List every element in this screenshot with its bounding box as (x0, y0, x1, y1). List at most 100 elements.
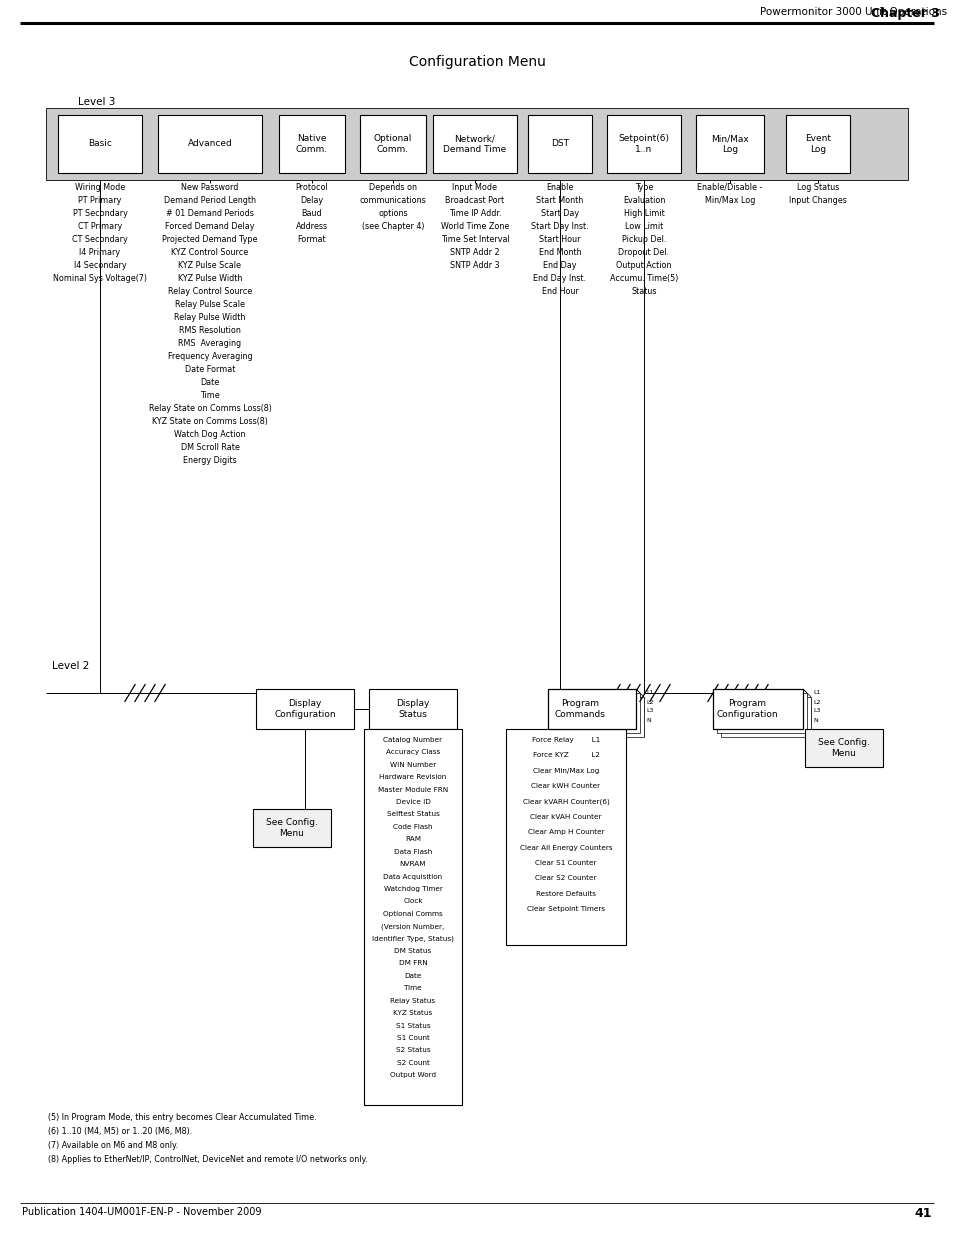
Text: SNTP Addr 3: SNTP Addr 3 (450, 261, 499, 270)
FancyBboxPatch shape (158, 115, 262, 173)
Text: Time Set Interval: Time Set Interval (440, 235, 509, 245)
Text: Broadcast Port: Broadcast Port (445, 196, 504, 205)
Text: communications: communications (359, 196, 426, 205)
Text: DM FRN: DM FRN (398, 961, 427, 967)
Text: Network/
Demand Time: Network/ Demand Time (443, 135, 506, 153)
Text: I4 Primary: I4 Primary (79, 248, 120, 257)
Text: L3: L3 (812, 709, 820, 714)
Text: Clear Amp H Counter: Clear Amp H Counter (527, 830, 603, 835)
Text: Force Relay        L1: Force Relay L1 (532, 737, 599, 743)
Text: Date: Date (200, 378, 219, 387)
Text: Enable: Enable (546, 183, 573, 191)
Text: (6) 1..10 (M4, M5) or 1..20 (M6, M8).: (6) 1..10 (M4, M5) or 1..20 (M6, M8). (48, 1128, 193, 1136)
Text: Data Flash: Data Flash (394, 848, 432, 855)
Text: CT Secondary: CT Secondary (72, 235, 128, 245)
FancyBboxPatch shape (720, 697, 810, 737)
FancyBboxPatch shape (547, 689, 636, 729)
Text: Catalog Number: Catalog Number (383, 737, 442, 743)
Text: WIN Number: WIN Number (390, 762, 436, 768)
Text: Input Mode: Input Mode (452, 183, 497, 191)
Text: RMS Resolution: RMS Resolution (179, 326, 241, 335)
Text: Depends on: Depends on (369, 183, 416, 191)
FancyBboxPatch shape (717, 693, 806, 734)
Text: L3: L3 (645, 709, 653, 714)
Text: (5) In Program Mode, this entry becomes Clear Accumulated Time.: (5) In Program Mode, this entry becomes … (48, 1113, 316, 1123)
Text: Protocol: Protocol (295, 183, 328, 191)
Text: Optional
Comm.: Optional Comm. (374, 135, 412, 153)
Text: Projected Demand Type: Projected Demand Type (162, 235, 257, 245)
Text: (8) Applies to EtherNet/IP, ControlNet, DeviceNet and remote I/O networks only.: (8) Applies to EtherNet/IP, ControlNet, … (48, 1155, 367, 1165)
FancyBboxPatch shape (505, 729, 625, 945)
Text: Level 2: Level 2 (52, 661, 90, 671)
Text: Frequency Averaging: Frequency Averaging (168, 352, 252, 361)
Text: options: options (377, 209, 407, 219)
Text: DM Status: DM Status (394, 948, 431, 953)
Text: Clear kVARH Counter(6): Clear kVARH Counter(6) (522, 799, 609, 805)
Text: Pickup Del.: Pickup Del. (621, 235, 665, 245)
Text: Wiring Mode: Wiring Mode (74, 183, 125, 191)
Text: Log Status: Log Status (796, 183, 839, 191)
FancyBboxPatch shape (255, 689, 354, 729)
Text: Device ID: Device ID (395, 799, 430, 805)
Text: CT Primary: CT Primary (78, 222, 122, 231)
Text: Configuration Menu: Configuration Menu (408, 56, 545, 69)
Text: Address: Address (295, 222, 328, 231)
FancyBboxPatch shape (712, 689, 802, 729)
Text: Forced Demand Delay: Forced Demand Delay (165, 222, 254, 231)
Text: KYZ Pulse Scale: KYZ Pulse Scale (178, 261, 241, 270)
Text: Clear kVAH Counter: Clear kVAH Counter (530, 814, 601, 820)
Text: DST: DST (551, 140, 568, 148)
Text: Clear kWH Counter: Clear kWH Counter (531, 783, 600, 789)
Text: Clear S1 Counter: Clear S1 Counter (535, 860, 597, 866)
FancyBboxPatch shape (804, 729, 882, 767)
Text: Relay Pulse Scale: Relay Pulse Scale (174, 300, 245, 309)
Text: NVRAM: NVRAM (399, 861, 426, 867)
Text: Status: Status (631, 287, 656, 296)
Text: Delay: Delay (300, 196, 323, 205)
Text: S2 Count: S2 Count (396, 1060, 429, 1066)
Text: Restore Defaults: Restore Defaults (536, 890, 596, 897)
FancyBboxPatch shape (46, 107, 907, 180)
FancyBboxPatch shape (364, 729, 461, 1105)
Text: KYZ State on Comms Loss(8): KYZ State on Comms Loss(8) (152, 417, 268, 426)
Text: Energy Digits: Energy Digits (183, 456, 236, 466)
Text: KYZ Control Source: KYZ Control Source (172, 248, 249, 257)
Text: Baud: Baud (301, 209, 322, 219)
Text: Accuracy Class: Accuracy Class (385, 750, 439, 756)
FancyBboxPatch shape (253, 809, 331, 847)
FancyBboxPatch shape (785, 115, 849, 173)
Text: Accumu. Time(5): Accumu. Time(5) (609, 274, 678, 283)
Text: RMS  Averaging: RMS Averaging (178, 338, 241, 348)
Text: End Month: End Month (538, 248, 580, 257)
Text: Low Limit: Low Limit (624, 222, 662, 231)
Text: (7) Available on M6 and M8 only.: (7) Available on M6 and M8 only. (48, 1141, 178, 1150)
Text: Dropout Del.: Dropout Del. (618, 248, 669, 257)
Text: Level 3: Level 3 (78, 98, 115, 107)
Text: Clear Min/Max Log: Clear Min/Max Log (533, 768, 598, 774)
Text: Powermonitor 3000 Unit Operations: Powermonitor 3000 Unit Operations (760, 7, 946, 17)
Text: World Time Zone: World Time Zone (440, 222, 509, 231)
Text: Watch Dog Action: Watch Dog Action (174, 430, 246, 438)
Text: I4 Secondary: I4 Secondary (73, 261, 126, 270)
FancyBboxPatch shape (369, 689, 456, 729)
Text: Basic: Basic (88, 140, 112, 148)
Text: DM Scroll Rate: DM Scroll Rate (180, 443, 239, 452)
Text: Selftest Status: Selftest Status (386, 811, 439, 818)
Text: Clock: Clock (403, 898, 422, 904)
Text: Master Module FRN: Master Module FRN (377, 787, 448, 793)
Text: High Limit: High Limit (623, 209, 663, 219)
Text: Date: Date (404, 973, 421, 979)
Text: Clear Setpoint Timers: Clear Setpoint Timers (526, 906, 604, 913)
Text: Demand Period Length: Demand Period Length (164, 196, 255, 205)
Text: Optional Comms: Optional Comms (383, 910, 442, 916)
Text: Type: Type (634, 183, 653, 191)
Text: Force KYZ          L2: Force KYZ L2 (532, 752, 598, 758)
FancyBboxPatch shape (433, 115, 517, 173)
Text: Relay Pulse Width: Relay Pulse Width (174, 312, 246, 322)
Text: L1: L1 (645, 690, 653, 695)
Text: Min/Max Log: Min/Max Log (704, 196, 755, 205)
Text: KYZ Pulse Width: KYZ Pulse Width (177, 274, 242, 283)
Text: L2: L2 (645, 699, 653, 704)
Text: See Config.
Menu: See Config. Menu (818, 739, 869, 758)
FancyBboxPatch shape (696, 115, 763, 173)
